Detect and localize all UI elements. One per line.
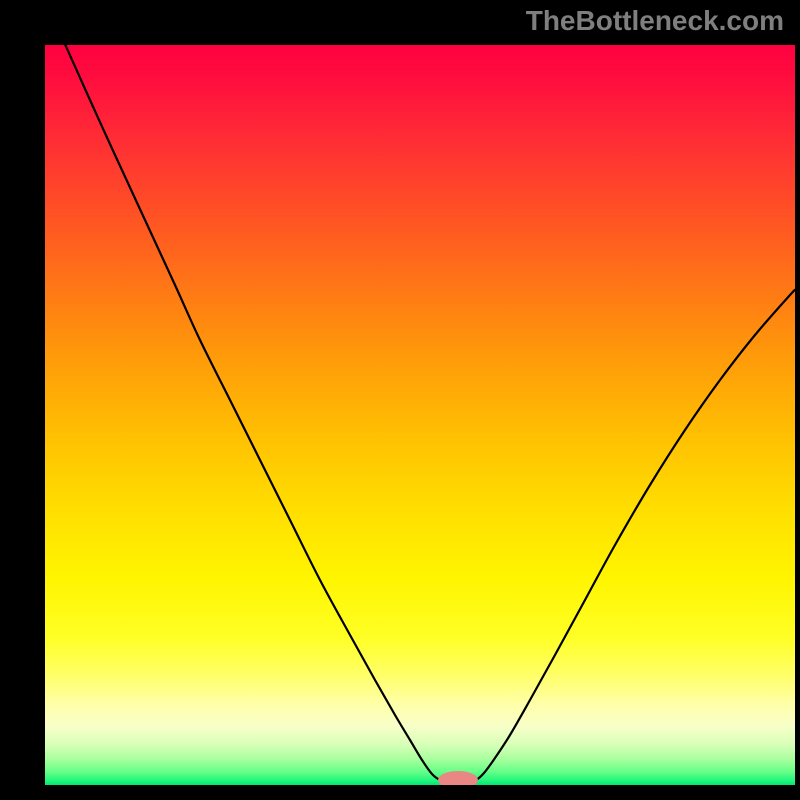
bottleneck-chart: TheBottleneck.com (0, 0, 800, 800)
gradient-background (45, 45, 795, 785)
chart-container: TheBottleneck.com (0, 0, 800, 800)
plot-area (45, 0, 795, 789)
watermark-text: TheBottleneck.com (526, 5, 784, 36)
